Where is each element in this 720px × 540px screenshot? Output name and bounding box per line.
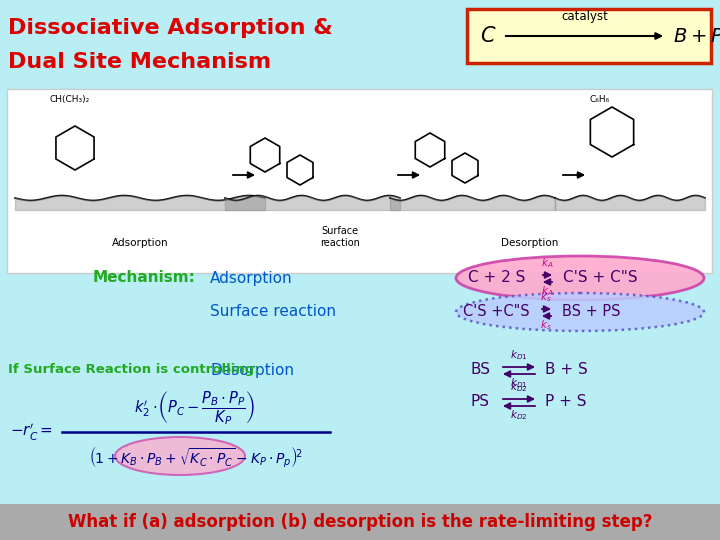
Text: $k_{D1}$: $k_{D1}$ (510, 376, 528, 390)
FancyBboxPatch shape (7, 89, 712, 273)
Bar (0, 504, 720, 540)
Text: $B + P$: $B + P$ (673, 26, 720, 45)
Text: Dissociative Adsorption &: Dissociative Adsorption & (8, 18, 333, 38)
Text: $k_A$: $k_A$ (541, 284, 553, 298)
Text: BS + PS: BS + PS (562, 305, 621, 320)
Text: catalyst: catalyst (562, 10, 608, 23)
Text: If Surface Reaction is controlling:: If Surface Reaction is controlling: (8, 363, 260, 376)
Text: $k_s$: $k_s$ (540, 318, 552, 332)
Text: C'S + C"S: C'S + C"S (563, 271, 638, 286)
Text: $k_{D2}$: $k_{D2}$ (510, 380, 528, 394)
Text: P + S: P + S (545, 395, 587, 409)
Text: Desorption: Desorption (501, 238, 559, 248)
Text: C + 2 S: C + 2 S (468, 271, 526, 286)
Text: B + S: B + S (545, 362, 588, 377)
Ellipse shape (115, 437, 245, 475)
Text: Desorption: Desorption (210, 362, 294, 377)
Text: $k_{D1}$: $k_{D1}$ (510, 348, 528, 362)
Text: C₆H₆: C₆H₆ (590, 95, 611, 104)
Text: BS: BS (470, 362, 490, 377)
Text: $k_A$: $k_A$ (541, 256, 553, 270)
Text: $k_s$: $k_s$ (540, 290, 552, 304)
Text: C'S +C"S: C'S +C"S (463, 305, 530, 320)
Text: $k_{D2}$: $k_{D2}$ (510, 408, 528, 422)
Text: PS: PS (470, 395, 489, 409)
FancyBboxPatch shape (467, 9, 711, 63)
Text: CH(CH₃)₂: CH(CH₃)₂ (50, 95, 90, 104)
Text: $-r_C' =$: $-r_C' =$ (10, 421, 53, 443)
Ellipse shape (456, 293, 704, 331)
Text: $C$: $C$ (480, 26, 497, 46)
Text: Surface reaction: Surface reaction (210, 305, 336, 320)
Text: Mechanism:: Mechanism: (92, 271, 195, 286)
Text: What if (a) adsorption (b) desorption is the rate-limiting step?: What if (a) adsorption (b) desorption is… (68, 513, 652, 531)
Text: Dual Site Mechanism: Dual Site Mechanism (8, 52, 271, 72)
Ellipse shape (456, 256, 704, 300)
Text: $k_2' \cdot \!\left(P_C - \dfrac{P_B \cdot P_P}{K_P}\right)$: $k_2' \cdot \!\left(P_C - \dfrac{P_B \cd… (135, 389, 256, 427)
Text: Adsorption: Adsorption (112, 238, 168, 248)
Text: Adsorption: Adsorption (210, 271, 292, 286)
Text: Surface
reaction: Surface reaction (320, 226, 360, 248)
Text: $\!\left(1 + K_B \cdot P_B + \sqrt{K_C \cdot P_C} - K_P \cdot P_p\right)^{\!2}$: $\!\left(1 + K_B \cdot P_B + \sqrt{K_C \… (90, 444, 302, 470)
